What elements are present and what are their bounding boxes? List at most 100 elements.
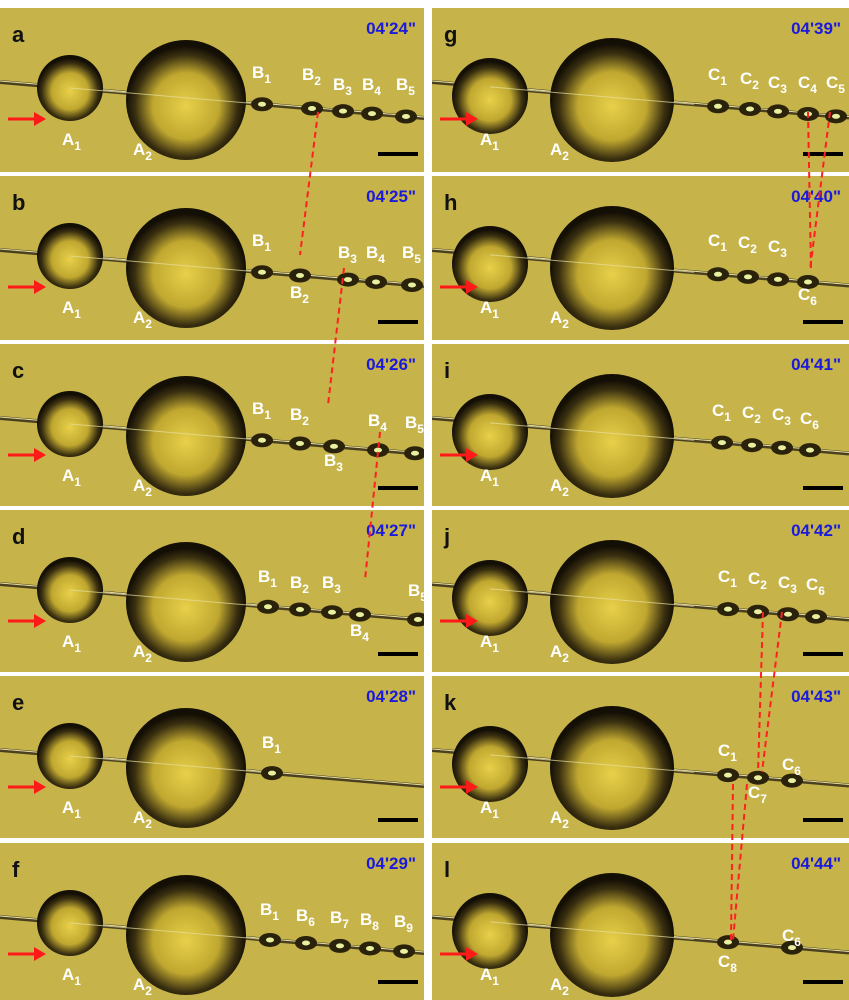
timestamp: 04'26" bbox=[366, 355, 416, 374]
droplet-core bbox=[372, 279, 380, 285]
scale-bar bbox=[378, 980, 418, 984]
panel-letter: b bbox=[12, 190, 25, 215]
label-base: B bbox=[333, 75, 345, 94]
droplet-label: B1 bbox=[252, 231, 271, 254]
arrow-head bbox=[466, 280, 478, 294]
droplet-core bbox=[258, 101, 266, 107]
label-base: B bbox=[338, 243, 350, 262]
droplet-label: C3 bbox=[768, 237, 787, 260]
label-base: A bbox=[550, 308, 562, 327]
label-sub: 1 bbox=[730, 576, 737, 590]
label-sub: 6 bbox=[818, 584, 825, 598]
droplet-core bbox=[744, 274, 752, 280]
droplet bbox=[126, 40, 246, 160]
arrow-head bbox=[34, 614, 46, 628]
label-base: A bbox=[550, 476, 562, 495]
droplet-core bbox=[804, 279, 812, 285]
droplet-label: B2 bbox=[290, 573, 309, 596]
droplet-core bbox=[714, 271, 722, 277]
droplet-label: C2 bbox=[740, 69, 759, 92]
droplet-label: C3 bbox=[768, 73, 787, 96]
label-sub: 3 bbox=[790, 582, 797, 596]
timestamp: 04'40" bbox=[791, 187, 841, 206]
label-base: C bbox=[826, 73, 838, 92]
droplet-label: B3 bbox=[324, 451, 343, 474]
label-base: B bbox=[296, 906, 308, 925]
panel-letter: g bbox=[444, 22, 457, 47]
label-base: C bbox=[742, 403, 754, 422]
label-base: B bbox=[394, 912, 406, 931]
label-base: B bbox=[330, 908, 342, 927]
droplet-label: A2 bbox=[133, 140, 152, 163]
label-base: A bbox=[550, 140, 562, 159]
label-sub: 1 bbox=[264, 72, 271, 86]
timestamp: 04'42" bbox=[791, 521, 841, 540]
label-sub: 4 bbox=[380, 420, 387, 434]
label-base: B bbox=[322, 573, 334, 592]
droplet-core bbox=[724, 606, 732, 612]
droplet-core bbox=[356, 612, 364, 618]
label-base: B bbox=[302, 65, 314, 84]
droplet-label: A1 bbox=[62, 798, 81, 821]
label-sub: 4 bbox=[362, 630, 369, 644]
droplet bbox=[126, 875, 246, 995]
droplet-core bbox=[724, 772, 732, 778]
droplet bbox=[126, 376, 246, 496]
label-sub: 2 bbox=[302, 582, 309, 596]
droplet-label: B7 bbox=[330, 908, 349, 931]
label-sub: 5 bbox=[420, 590, 427, 604]
label-base: B bbox=[290, 573, 302, 592]
droplet-label: A1 bbox=[62, 632, 81, 655]
droplet-label: B3 bbox=[338, 243, 357, 266]
droplet bbox=[550, 540, 674, 664]
label-base: A bbox=[62, 632, 74, 651]
droplet-label: C5 bbox=[826, 73, 845, 96]
droplet-label: B6 bbox=[296, 906, 315, 929]
label-sub: 1 bbox=[492, 807, 499, 821]
label-base: A bbox=[133, 476, 145, 495]
droplet-label: A1 bbox=[480, 965, 499, 988]
label-base: C bbox=[740, 69, 752, 88]
droplet-label: B5 bbox=[405, 413, 424, 436]
label-base: C bbox=[806, 575, 818, 594]
label-sub: 2 bbox=[302, 414, 309, 428]
droplet-label: B1 bbox=[252, 63, 271, 86]
droplet-core bbox=[330, 443, 338, 449]
arrow-head bbox=[466, 780, 478, 794]
label-sub: 2 bbox=[562, 817, 569, 831]
droplet-label: B1 bbox=[252, 399, 271, 422]
label-sub: 1 bbox=[492, 307, 499, 321]
droplet bbox=[550, 374, 674, 498]
droplet-core bbox=[366, 945, 374, 951]
droplet-core bbox=[774, 108, 782, 114]
label-base: A bbox=[550, 975, 562, 994]
droplet-label: A1 bbox=[480, 466, 499, 489]
droplet-core bbox=[414, 617, 422, 623]
droplet bbox=[126, 708, 246, 828]
droplet-label: C8 bbox=[718, 952, 737, 975]
label-sub: 7 bbox=[342, 917, 349, 931]
label-sub: 3 bbox=[780, 82, 787, 96]
label-sub: 1 bbox=[270, 576, 277, 590]
label-sub: 4 bbox=[810, 82, 817, 96]
droplet bbox=[550, 38, 674, 162]
droplet-label: A2 bbox=[550, 308, 569, 331]
label-base: C bbox=[748, 783, 760, 802]
label-base: A bbox=[133, 642, 145, 661]
timestamp: 04'41" bbox=[791, 355, 841, 374]
droplet bbox=[452, 560, 528, 636]
panel-letter: h bbox=[444, 190, 457, 215]
label-base: A bbox=[480, 965, 492, 984]
label-sub: 2 bbox=[562, 317, 569, 331]
droplet-core bbox=[296, 273, 304, 278]
tracking-line bbox=[730, 783, 734, 941]
timestamp: 04'44" bbox=[791, 854, 841, 873]
